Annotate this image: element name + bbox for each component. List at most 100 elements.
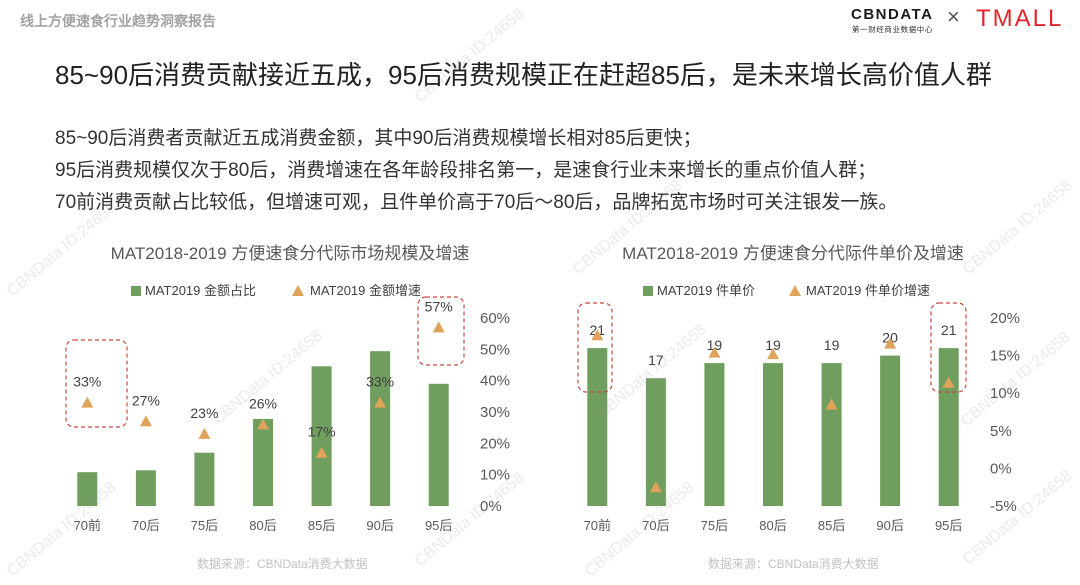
y-axis-tick-label: 0% bbox=[990, 460, 1012, 477]
x-axis-category-label: 70前 bbox=[74, 518, 101, 533]
data-label: 17% bbox=[308, 424, 336, 440]
x-axis-category-label: 70后 bbox=[642, 518, 669, 533]
bar bbox=[135, 470, 156, 506]
watermark: CBNData ID:24658 bbox=[411, 5, 528, 107]
y-axis-tick-label: 5% bbox=[990, 423, 1012, 440]
data-label: 19 bbox=[765, 337, 781, 353]
tmall-logo: TMALL bbox=[976, 5, 1064, 32]
data-label: 21 bbox=[941, 322, 957, 338]
bar bbox=[370, 351, 391, 506]
triangle-marker bbox=[767, 348, 779, 360]
y-axis-tick-label: 30% bbox=[480, 404, 510, 421]
x-axis-category-label: 70前 bbox=[584, 518, 611, 533]
data-source-note: 数据来源：CBNData消费大数据 bbox=[708, 557, 879, 571]
y-axis-tick-label: 20% bbox=[480, 435, 510, 452]
data-label: 17 bbox=[648, 352, 664, 368]
summary-line: 70前消费贡献占比较低，但增速可观，且件单价高于70后～80后，品牌拓宽市场时可… bbox=[55, 192, 898, 213]
summary-text: 85~90后消费者贡献近五成消费金额，其中90后消费规模增长相对85后更快； 9… bbox=[55, 123, 897, 219]
bar bbox=[311, 366, 332, 506]
legend-label: MAT2019 金额占比 bbox=[145, 283, 257, 298]
chart-legend: MAT2019 金额占比 MAT2019 金额增速 bbox=[131, 282, 471, 300]
legend-label: MAT2019 金额增速 bbox=[310, 283, 422, 298]
y-axis-tick-label: 10% bbox=[480, 467, 510, 484]
highlight-box bbox=[577, 302, 613, 393]
x-axis-category-label: 90后 bbox=[366, 518, 393, 533]
triangle-marker bbox=[374, 396, 387, 408]
x-axis-category-label: 75后 bbox=[191, 518, 218, 533]
x-axis-category-label: 80后 bbox=[249, 518, 276, 533]
slide-title: 85~90后消费贡献接近五成，95后消费规模正在赶超85后，是未来增长高价值人群 bbox=[55, 60, 992, 90]
data-label: 27% bbox=[132, 392, 160, 408]
triangle-marker bbox=[591, 329, 604, 341]
report-title: 线上方便速食行业趋势洞察报告 bbox=[20, 13, 216, 29]
x-axis-category-label: 95后 bbox=[935, 518, 962, 533]
bar bbox=[77, 472, 98, 506]
data-label: 33% bbox=[366, 374, 394, 390]
y-axis-tick-label: 50% bbox=[480, 341, 510, 358]
legend-label: MAT2019 件单价 bbox=[657, 283, 756, 298]
cbndata-logo: CBNDATA 第一财经商业数据中心 bbox=[851, 6, 941, 36]
bar bbox=[645, 378, 666, 506]
x-axis-category-label: 85后 bbox=[308, 518, 335, 533]
bar bbox=[763, 363, 783, 506]
y-axis-tick-label: 10% bbox=[990, 385, 1020, 402]
x-axis-category-label: 95后 bbox=[425, 518, 452, 533]
data-label: 20 bbox=[882, 330, 898, 346]
x-axis-category-label: 85后 bbox=[818, 518, 845, 533]
triangle-marker bbox=[139, 415, 152, 427]
cbndata-logo-subtitle: 第一财经商业数据中心 bbox=[852, 25, 933, 34]
data-source-note: 数据来源：CBNData消费大数据 bbox=[197, 557, 368, 571]
legend-triangle-icon bbox=[789, 285, 801, 296]
bar bbox=[880, 355, 901, 506]
bar bbox=[428, 383, 449, 506]
y-axis-tick-label: 15% bbox=[990, 348, 1020, 365]
triangle-marker bbox=[884, 337, 897, 349]
triangle-marker bbox=[649, 481, 662, 493]
bar bbox=[821, 363, 842, 506]
data-label: 33% bbox=[73, 374, 101, 390]
triangle-marker bbox=[825, 398, 838, 410]
chart-legend: MAT2019 件单价 MAT2019 件单价增速 bbox=[643, 282, 983, 300]
triangle-marker bbox=[81, 396, 94, 408]
bar bbox=[704, 363, 725, 506]
y-axis-tick-label: -5% bbox=[990, 498, 1017, 515]
x-axis-category-label: 90后 bbox=[876, 518, 903, 533]
data-label: 26% bbox=[249, 396, 277, 412]
triangle-marker bbox=[432, 321, 445, 333]
triangle-marker bbox=[257, 418, 269, 430]
y-axis-tick-label: 60% bbox=[480, 310, 510, 327]
y-axis-tick-label: 40% bbox=[480, 373, 510, 390]
summary-line: 85~90后消费者贡献近五成消费金额，其中90后消费规模增长相对85后更快； bbox=[55, 128, 702, 149]
triangle-marker bbox=[942, 376, 955, 388]
triangle-marker bbox=[315, 446, 328, 458]
chart-market-share-growth: 60% 50% 40% 30% 20% 10% 0% 33% 27% 23% 26% 17% 33% 57… bbox=[65, 296, 510, 533]
legend-swatch-bar bbox=[131, 286, 141, 296]
x-axis-category-label: 70后 bbox=[132, 518, 159, 533]
bar bbox=[587, 348, 608, 506]
summary-line: 95后消费规模仅次于80后，消费增速在各年龄段排名第一，是速食行业未来增长的重点… bbox=[55, 160, 877, 181]
legend-swatch-bar bbox=[643, 286, 653, 296]
bar bbox=[194, 452, 215, 506]
x-axis-category-label: 75后 bbox=[701, 518, 728, 533]
data-label: 19 bbox=[707, 337, 723, 353]
cbndata-logo-text: CBNDATA bbox=[851, 6, 934, 23]
triangle-marker bbox=[198, 427, 211, 439]
logo-separator: × bbox=[947, 4, 960, 29]
chart-title: MAT2018-2019 方便速食分代际件单价及增速 bbox=[622, 244, 964, 263]
highlight-box bbox=[930, 302, 967, 393]
y-axis-tick-label: 20% bbox=[990, 310, 1020, 327]
bar bbox=[938, 348, 959, 506]
chart-title: MAT2018-2019 方便速食分代际市场规模及增速 bbox=[110, 244, 470, 263]
data-label: 23% bbox=[190, 405, 218, 421]
highlight-box bbox=[417, 296, 465, 366]
highlight-box bbox=[65, 339, 128, 428]
legend-triangle-icon bbox=[292, 285, 304, 296]
chart-unit-price-growth: 20%15%10%5%0%-5%2117191919202170前70后75后8… bbox=[577, 302, 1020, 533]
x-axis-category-label: 80后 bbox=[759, 518, 786, 533]
triangle-marker bbox=[708, 346, 721, 358]
data-label: 57% bbox=[425, 298, 453, 314]
y-axis-tick-label: 0% bbox=[480, 498, 502, 515]
bar bbox=[253, 418, 273, 506]
legend-label: MAT2019 件单价增速 bbox=[806, 283, 931, 298]
